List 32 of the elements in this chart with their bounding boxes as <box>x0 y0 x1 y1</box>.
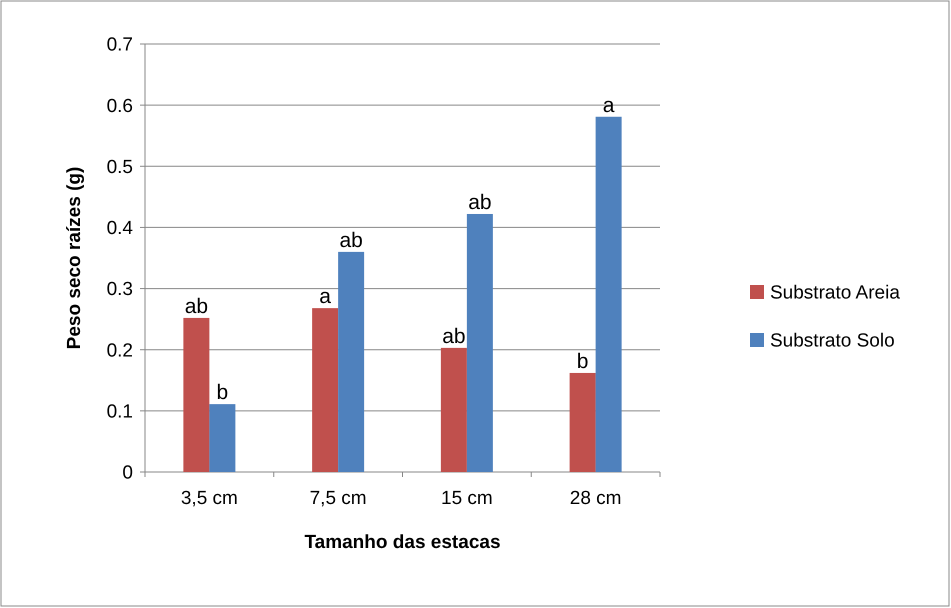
y-tick-label: 0.3 <box>106 279 133 300</box>
x-tick-label: 7,5 cm <box>310 488 367 509</box>
annotation: ab <box>468 190 492 214</box>
legend-label: Substrato Solo <box>770 330 895 352</box>
x-tick-label: 28 cm <box>570 488 622 509</box>
bar <box>466 214 493 472</box>
y-tick-label: 0.5 <box>106 156 133 178</box>
x-tick-label: 3,5 cm <box>180 488 238 509</box>
bar <box>209 404 236 472</box>
y-tick-label: 0.6 <box>106 96 133 117</box>
y-axis-title: Peso seco raízes (g) <box>64 166 85 350</box>
annotation: ab <box>339 228 363 252</box>
x-tick-label: 15 cm <box>441 488 493 509</box>
bar <box>570 372 596 472</box>
annotation: a <box>602 94 615 117</box>
annotation: b <box>216 381 228 404</box>
annotation: ab <box>184 294 208 318</box>
y-tick-label: 0.1 <box>106 402 133 423</box>
y-tick-label: 0.2 <box>106 340 133 362</box>
annotation: b <box>576 350 588 373</box>
y-tick-label: 0 <box>122 462 133 484</box>
bar <box>183 318 210 472</box>
x-axis-title: Tamanho das estacas <box>304 532 501 553</box>
bar <box>440 348 467 472</box>
bar <box>312 308 338 472</box>
bar <box>338 252 364 472</box>
legend-label: Substrato Areia <box>770 282 900 304</box>
bar <box>596 116 622 472</box>
annotation: ab <box>442 324 466 348</box>
annotation: a <box>319 285 332 308</box>
y-tick-label: 0.4 <box>106 218 134 240</box>
y-tick-label: 0.7 <box>106 34 133 56</box>
